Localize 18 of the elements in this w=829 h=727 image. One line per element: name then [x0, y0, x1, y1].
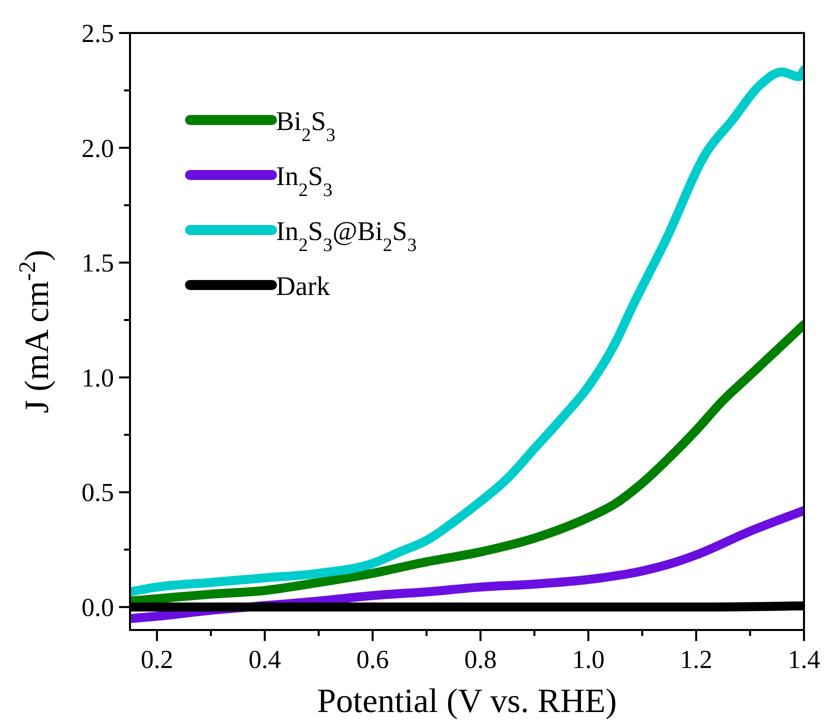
- y-tick-label: 1.0: [82, 363, 114, 392]
- y-tick-label: 2.5: [82, 19, 114, 48]
- x-axis-title: Potential (V vs. RHE): [317, 683, 617, 720]
- legend-label: Bi$_{2}$S$_{3}$: [276, 106, 336, 146]
- y-tick-label: 2.0: [82, 134, 114, 163]
- x-tick-label: 1.2: [680, 645, 712, 674]
- x-tick-label: 1.4: [788, 645, 820, 674]
- x-tick-label: 0.6: [356, 645, 389, 674]
- x-tick-label: 0.8: [464, 645, 497, 674]
- y-tick-label: 0.5: [82, 478, 114, 508]
- legend-label: In$_{2}$S$_{3}$@Bi$_{2}$S$_{3}$: [276, 216, 417, 256]
- x-tick-label: 0.2: [140, 645, 174, 674]
- text: 1.0: [572, 645, 605, 674]
- x-tick-label: 0.4: [248, 645, 282, 674]
- legend-label: Dark: [276, 271, 330, 301]
- y-tick-label: 1.5: [82, 248, 114, 278]
- legend-label: In$_{2}$S$_{3}$: [276, 161, 332, 200]
- y-tick-label: 0.0: [82, 593, 114, 622]
